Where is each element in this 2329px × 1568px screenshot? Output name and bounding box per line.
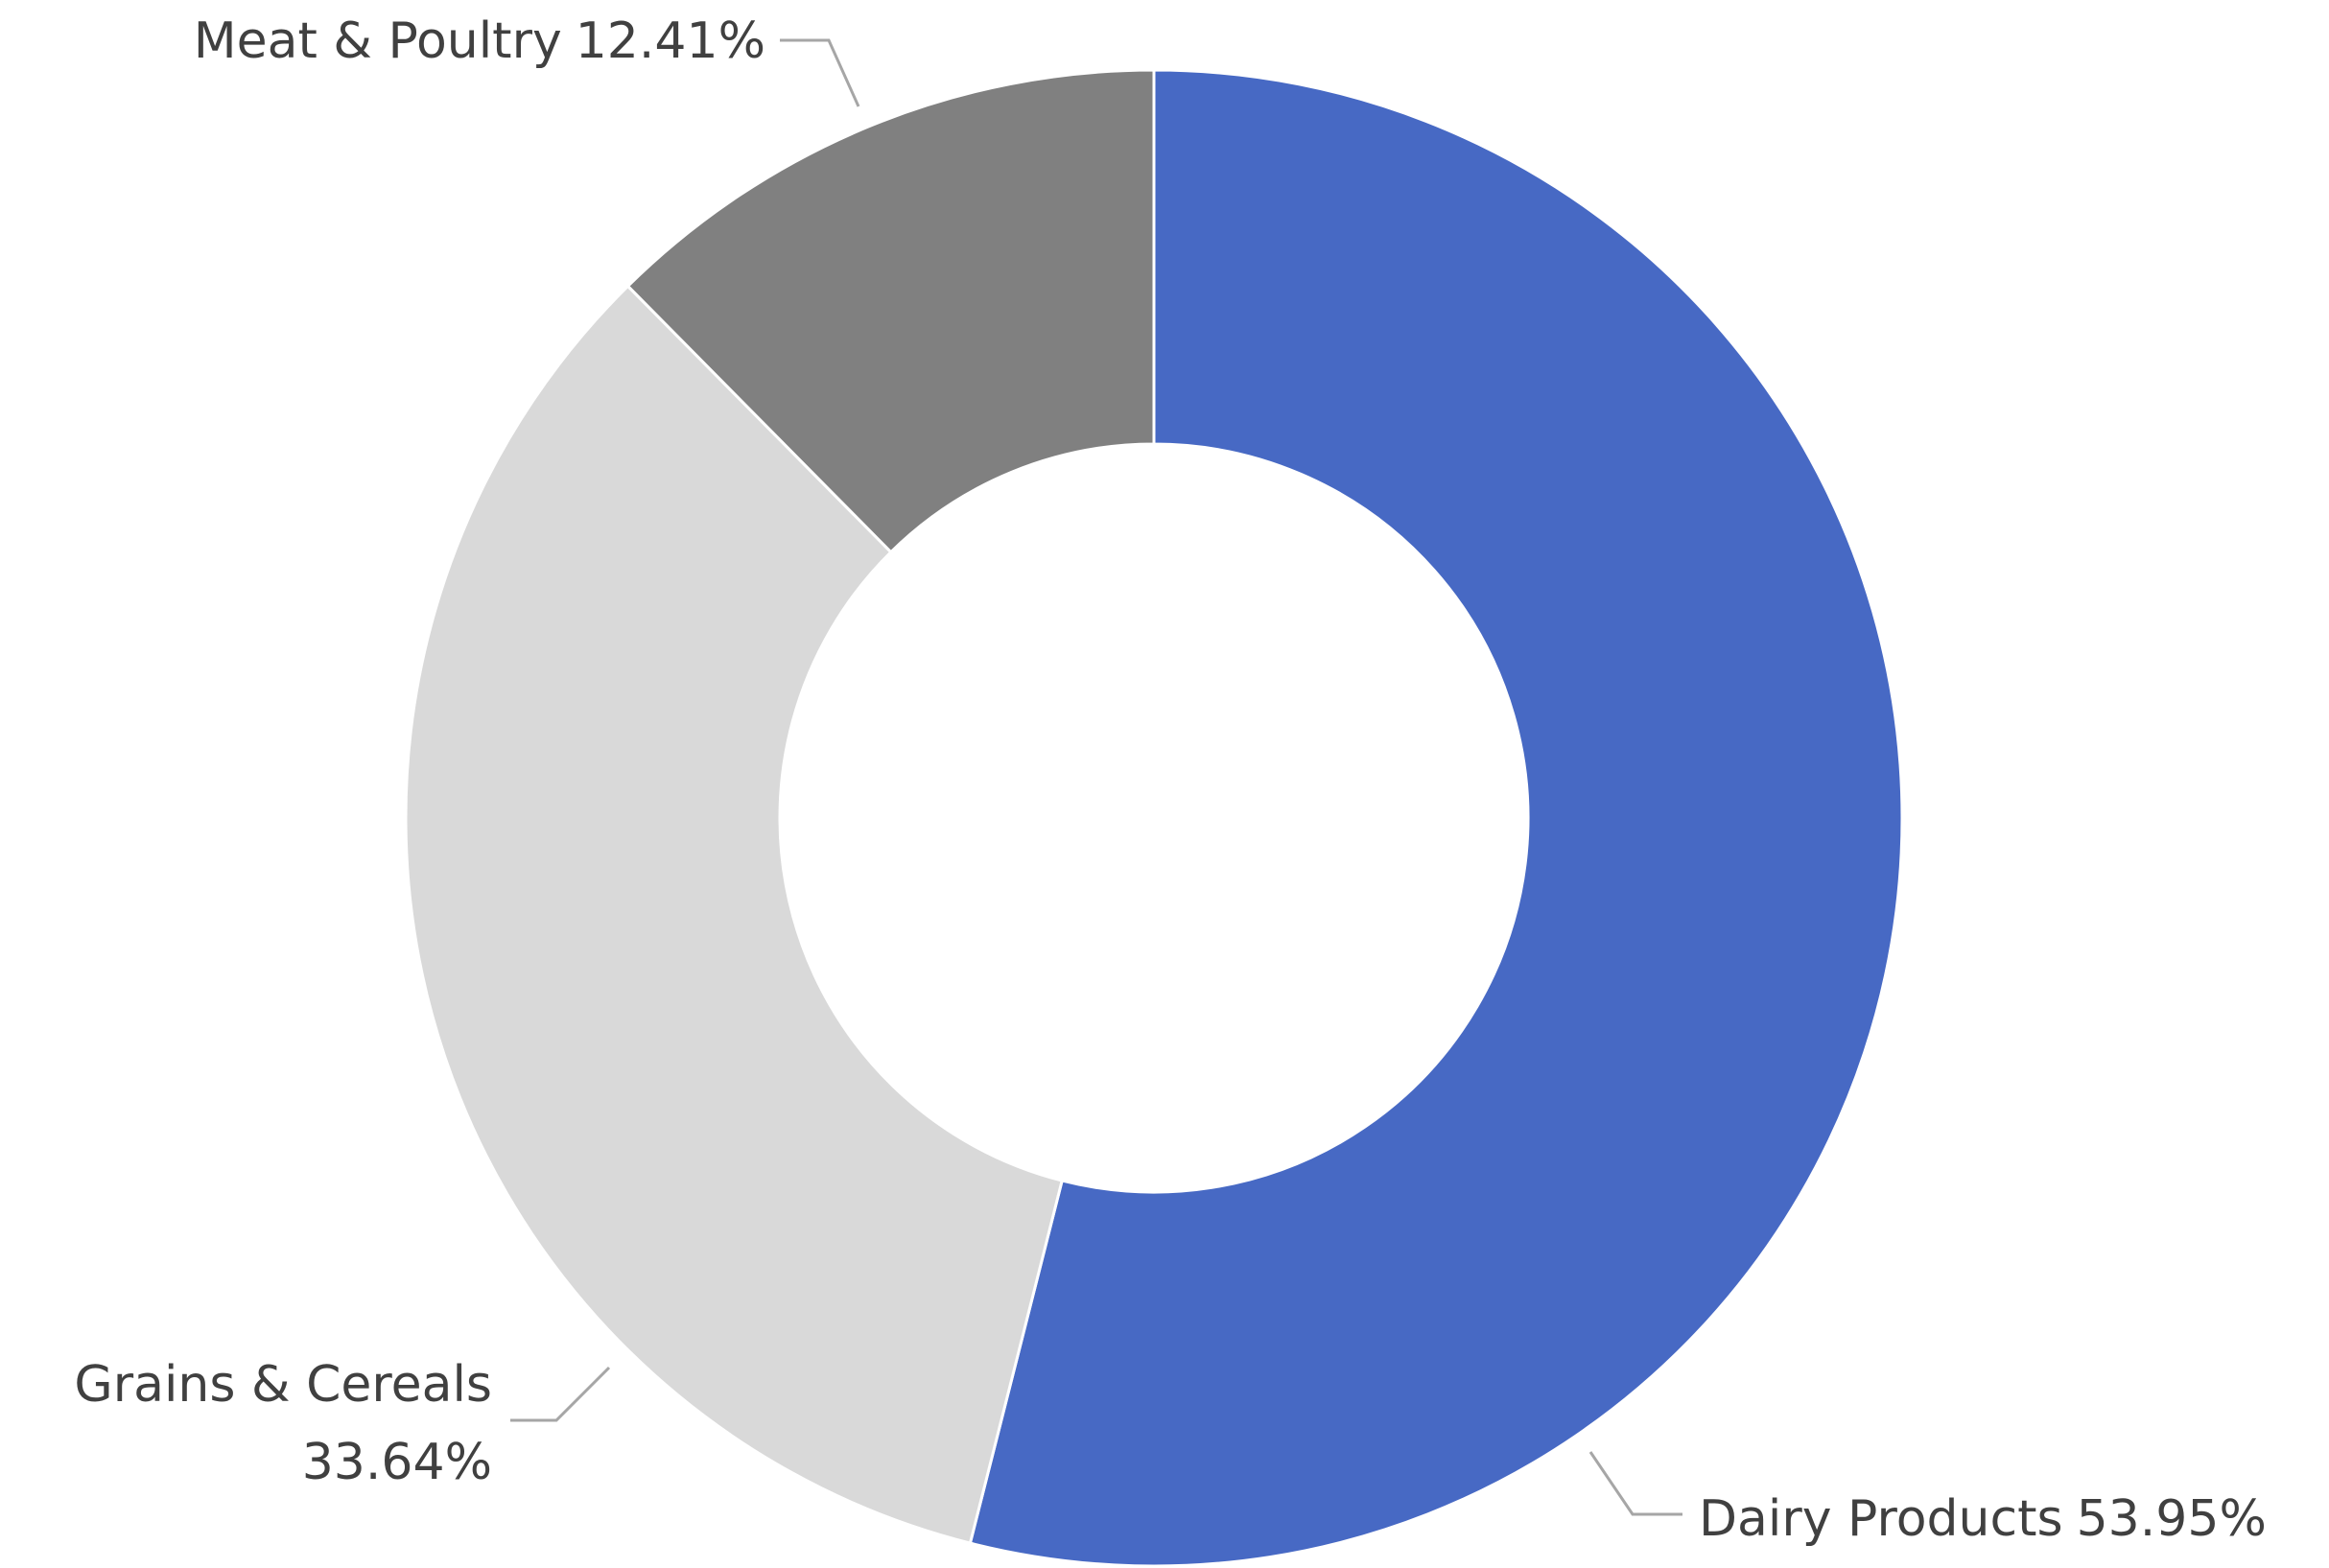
leader-line [510,1366,611,1422]
data-label: Meat & Poultry 12.41% [194,12,765,70]
data-label-part: 12.41% [576,12,765,70]
data-label-part: Dairy Products [1699,1490,2063,1548]
data-label-part: Grains & Cereals [74,1356,492,1414]
donut-slice [625,68,1156,554]
data-label-part: 53.95% [2077,1490,2267,1548]
data-label: Dairy Products 53.95% [1699,1490,2267,1548]
data-label-part: Meat & Poultry [194,12,562,70]
donut-slice [404,284,1065,1545]
data-label: 33.64% [302,1434,492,1491]
leader-line [780,38,860,107]
data-label-part: 33.64% [302,1434,492,1491]
leader-line [1588,1451,1682,1516]
donut-slice [968,68,1904,1568]
data-label: Grains & Cereals [74,1356,492,1414]
